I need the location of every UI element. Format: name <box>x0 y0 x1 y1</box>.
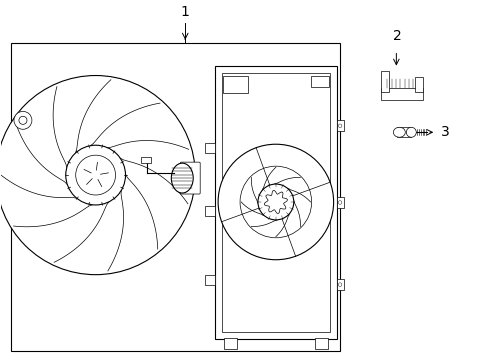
Bar <box>337 120 343 131</box>
Circle shape <box>240 166 312 238</box>
Bar <box>381 71 390 93</box>
Circle shape <box>66 145 125 205</box>
Bar <box>381 89 423 100</box>
Circle shape <box>258 184 294 220</box>
Bar <box>142 157 151 163</box>
Text: 2: 2 <box>393 29 402 42</box>
Circle shape <box>338 283 342 287</box>
Circle shape <box>14 111 32 129</box>
Bar <box>223 76 248 94</box>
Bar <box>205 206 215 216</box>
Text: 1: 1 <box>181 5 190 19</box>
Ellipse shape <box>172 163 193 193</box>
Circle shape <box>338 124 342 127</box>
Circle shape <box>338 201 342 204</box>
Bar <box>215 66 337 339</box>
Bar <box>222 72 330 332</box>
Bar <box>311 76 329 87</box>
Ellipse shape <box>406 127 416 137</box>
FancyBboxPatch shape <box>180 162 200 194</box>
Bar <box>415 77 423 93</box>
Circle shape <box>0 76 195 275</box>
Bar <box>337 197 343 208</box>
Text: 3: 3 <box>441 125 450 139</box>
Bar <box>397 127 411 137</box>
Bar <box>315 338 328 349</box>
Polygon shape <box>264 190 288 213</box>
Ellipse shape <box>393 127 405 137</box>
Circle shape <box>76 155 116 195</box>
Bar <box>11 42 340 351</box>
Bar <box>205 275 215 285</box>
Circle shape <box>19 116 27 124</box>
Circle shape <box>218 144 334 260</box>
Bar <box>205 143 215 153</box>
Bar <box>223 338 237 349</box>
Bar <box>337 279 343 290</box>
